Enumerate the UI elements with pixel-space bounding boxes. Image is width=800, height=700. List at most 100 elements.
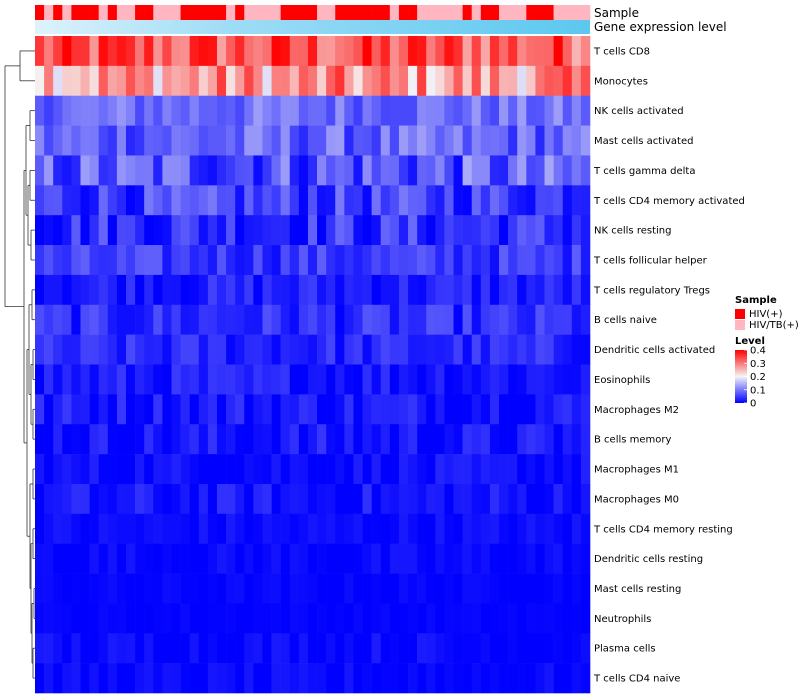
heatmap-cell (144, 394, 154, 425)
heatmap-cell (444, 185, 454, 216)
heatmap-cell (426, 603, 436, 634)
heatmap-cell (435, 95, 445, 126)
heatmap-cell (580, 215, 591, 246)
heatmap-cell (89, 633, 99, 664)
heatmap-cell (453, 663, 463, 694)
heatmap-cell (444, 633, 454, 664)
heatmap-cell (35, 573, 45, 604)
heatmap-cell (526, 274, 536, 306)
heatmap-cell (253, 155, 263, 186)
heatmap-cell (471, 274, 482, 306)
heatmap-cell (317, 245, 327, 276)
sample-annotation-cell (35, 5, 45, 20)
heatmap-cell (98, 215, 109, 246)
heatmap-cell (489, 274, 500, 306)
sample-annotation-cell (362, 5, 372, 20)
heatmap-cell (398, 603, 409, 634)
heatmap-cell (198, 364, 209, 395)
heatmap-cell (162, 155, 172, 186)
heatmap-cell (98, 513, 109, 544)
heatmap-cell (435, 274, 445, 306)
heatmap-cell (499, 274, 509, 306)
heatmap-cell (80, 454, 90, 485)
heatmap-cell (298, 215, 309, 246)
heatmap-cell (580, 573, 591, 604)
heatmap-cell (289, 633, 300, 664)
heatmap-cell (553, 65, 564, 97)
heatmap-cell (44, 95, 54, 126)
heatmap-cell (125, 65, 136, 97)
heatmap-cell (253, 633, 263, 664)
row-label: T cells CD4 memory activated (593, 196, 745, 207)
heatmap-cell (499, 125, 509, 156)
heatmap-cell (44, 483, 54, 515)
heatmap-cell (144, 364, 154, 395)
heatmap-cell (480, 633, 491, 664)
heatmap-cell (435, 543, 445, 574)
heatmap-cell (98, 454, 109, 485)
heatmap-cell (317, 633, 327, 664)
heatmap-cell (89, 334, 99, 365)
heatmap-cell (362, 454, 372, 485)
heatmap-cell (571, 394, 582, 425)
heatmap-cell (171, 36, 181, 67)
heatmap-cell (144, 185, 154, 216)
heatmap-cell (417, 334, 427, 365)
heatmap-cell (89, 663, 99, 694)
heatmap-cell (235, 424, 245, 455)
heatmap-cell (398, 513, 409, 544)
heatmap-cell (153, 274, 163, 306)
heatmap-cell (580, 185, 591, 216)
heatmap-cell (508, 454, 518, 485)
heatmap-cell (180, 95, 190, 126)
sample-annotation-cell (462, 5, 473, 20)
heatmap-cell (107, 633, 118, 664)
heatmap-cell (207, 364, 218, 395)
heatmap-cell (80, 274, 90, 306)
heatmap-cell (189, 245, 200, 276)
heatmap-cell (408, 394, 418, 425)
heatmap-cell (444, 573, 454, 604)
heatmap-cell (517, 245, 527, 276)
heatmap-cell (44, 274, 54, 306)
heatmap-cell (53, 364, 63, 395)
heatmap-cell (235, 274, 245, 306)
heatmap-cell (380, 125, 391, 156)
heatmap-cell (517, 633, 527, 664)
heatmap-cell (235, 334, 245, 365)
heatmap-cell (226, 663, 236, 694)
heatmap-cell (553, 573, 564, 604)
heatmap-cell (571, 663, 582, 694)
sample-annotation-cell (226, 5, 236, 20)
heatmap-cell (244, 36, 254, 67)
heatmap-cell (135, 394, 145, 425)
heatmap-cell (499, 95, 509, 126)
heatmap-cell (544, 483, 554, 515)
heatmap-cell (508, 125, 518, 156)
heatmap-cell (471, 36, 482, 67)
heatmap-cell (216, 334, 227, 365)
sample-annotation-cell (544, 5, 554, 20)
heatmap-cell (398, 274, 409, 306)
heatmap-cell (253, 424, 263, 455)
heatmap-cell (526, 215, 536, 246)
heatmap-cell (317, 424, 327, 455)
heatmap-cell (408, 603, 418, 634)
legend-level-tick-label: 0.2 (750, 372, 766, 383)
heatmap-cell (162, 215, 172, 246)
heatmap-cell (135, 185, 145, 216)
heatmap-cell (362, 633, 372, 664)
heatmap-cell (153, 36, 163, 67)
heatmap-cell (98, 125, 109, 156)
heatmap-cell (98, 185, 109, 216)
heatmap-cell (544, 125, 554, 156)
heatmap-cell (244, 304, 254, 335)
heatmap-cell (107, 573, 118, 604)
heatmap-cell (53, 633, 63, 664)
heatmap-cell (335, 364, 345, 395)
heatmap-cell (35, 513, 45, 544)
heatmap-cell (307, 245, 318, 276)
heatmap-cell (417, 394, 427, 425)
heatmap-cell (408, 513, 418, 544)
heatmap-cell (453, 424, 463, 455)
